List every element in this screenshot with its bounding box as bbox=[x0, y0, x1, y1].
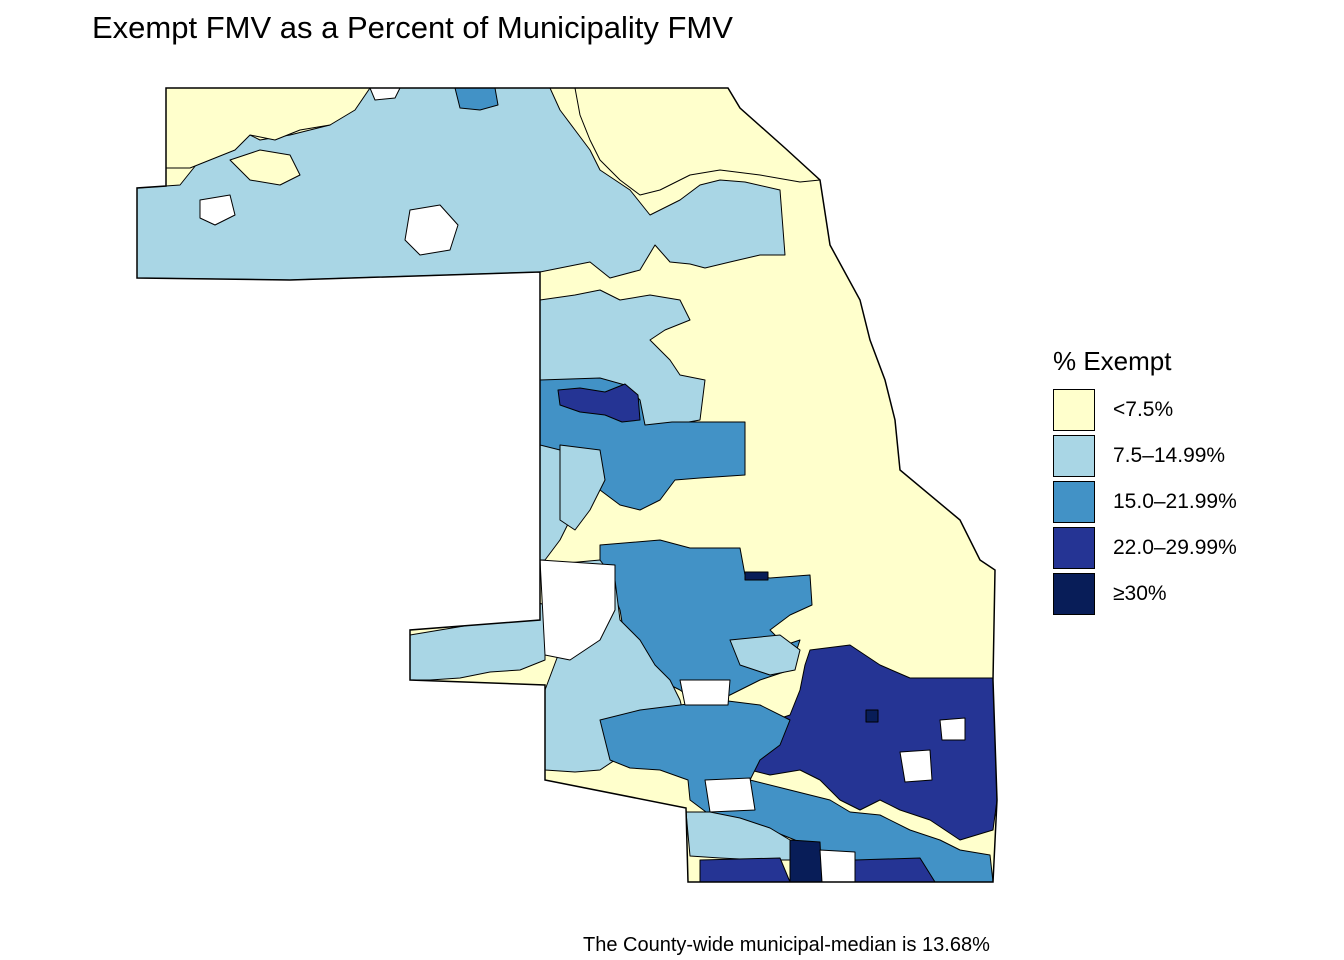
legend-item: 7.5–14.99% bbox=[1053, 433, 1237, 479]
municipality-south-white-3 bbox=[819, 849, 856, 882]
legend-label: ≥30% bbox=[1113, 582, 1167, 605]
municipality-north-white-3 bbox=[199, 194, 236, 226]
municipality-south-medblue bbox=[599, 699, 994, 882]
municipality-southeast-white-2 bbox=[939, 717, 966, 741]
municipality-south-darkblue-2 bbox=[699, 857, 791, 882]
municipality-north-medblue bbox=[454, 88, 499, 111]
median-caption: The County-wide municipal-median is 13.6… bbox=[583, 934, 990, 956]
legend-item: 22.0–29.99% bbox=[1053, 525, 1237, 571]
municipality-central-darkblue bbox=[557, 383, 641, 423]
legend-item: ≥30% bbox=[1053, 571, 1237, 617]
municipality-north-lightblue bbox=[137, 88, 786, 281]
legend-label: 15.0–21.99% bbox=[1113, 490, 1237, 513]
municipality-southeast-white-1 bbox=[899, 749, 933, 783]
municipality-darkest-2 bbox=[789, 839, 823, 882]
municipality-west-arm-lightblue bbox=[409, 599, 546, 681]
legend-swatch bbox=[1053, 573, 1095, 615]
legend-title: % Exempt bbox=[1053, 346, 1172, 376]
legend-swatch bbox=[1053, 481, 1095, 523]
legend-label: 22.0–29.99% bbox=[1113, 536, 1237, 559]
map-title: Exempt FMV as a Percent of Municipality … bbox=[92, 10, 733, 45]
legend-swatch bbox=[1053, 527, 1095, 569]
legend-swatch bbox=[1053, 389, 1095, 431]
municipality-darkest-1 bbox=[744, 571, 769, 581]
municipality-central-lightblue-2 bbox=[559, 444, 606, 531]
municipality-southcentral-lightblue-2 bbox=[729, 634, 801, 676]
municipality-west-arm-white bbox=[539, 559, 616, 661]
municipality-north-white-2 bbox=[369, 88, 401, 101]
legend-item: 15.0–21.99% bbox=[1053, 479, 1237, 525]
legend: % Exempt <7.5% 7.5–14.99% 15.0–21.99% 22… bbox=[1053, 346, 1237, 617]
municipality-north-yellow-1 bbox=[165, 88, 371, 169]
legend-swatch bbox=[1053, 435, 1095, 477]
legend-item: <7.5% bbox=[1053, 387, 1237, 433]
municipality-south-white-2 bbox=[679, 679, 731, 706]
municipality-darkest-3 bbox=[865, 709, 879, 723]
municipality-north-yellow-3 bbox=[229, 149, 301, 186]
municipality-south-white-1 bbox=[704, 777, 756, 813]
legend-label: 7.5–14.99% bbox=[1113, 444, 1226, 467]
municipality-north-white-1 bbox=[404, 204, 459, 256]
county-outline bbox=[136, 87, 998, 883]
legend-label: <7.5% bbox=[1113, 398, 1174, 421]
